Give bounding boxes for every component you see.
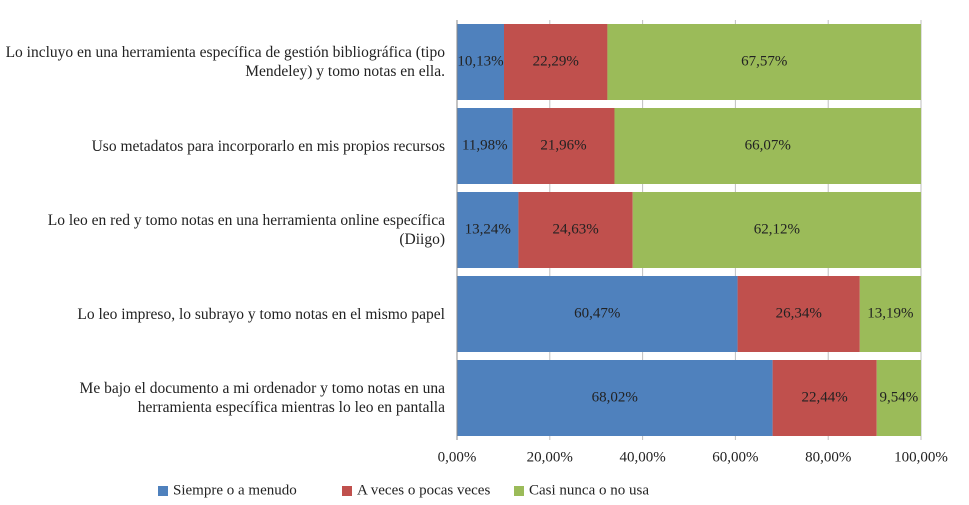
legend-label: Casi nunca o no usa [529, 482, 649, 498]
x-tick-label: 80,00% [805, 449, 851, 465]
bar-segment [607, 24, 921, 100]
data-label: 22,44% [802, 389, 848, 405]
category-text: Lo leo en red y tomo notas en una herram… [47, 212, 445, 248]
category-text: Uso metadatos para incorporarlo en mis p… [91, 137, 445, 155]
bar-segment [457, 360, 773, 436]
x-tick-label: 100,00% [894, 449, 948, 465]
category-text: Me bajo el documento a mi ordenador y to… [79, 380, 445, 416]
x-tick-label: 60,00% [712, 449, 758, 465]
data-label: 11,98% [462, 137, 508, 153]
data-label: 60,47% [574, 305, 620, 321]
data-label: 22,29% [533, 53, 579, 69]
x-tick-label: 40,00% [619, 449, 665, 465]
bar-segment [457, 108, 513, 184]
category-label: Lo leo impreso, lo subrayo y tomo notas … [0, 272, 445, 356]
x-tick-label: 20,00% [527, 449, 573, 465]
bar-segment [512, 108, 615, 184]
bar-segment [737, 276, 860, 352]
legend-label: Siempre o a menudo [173, 482, 297, 498]
data-label: 66,07% [745, 137, 791, 153]
legend-swatch [158, 486, 168, 496]
category-text: Lo leo impreso, lo subrayo y tomo notas … [77, 305, 445, 323]
bar-segment [859, 276, 921, 352]
data-label: 67,57% [741, 53, 787, 69]
data-label: 13,19% [867, 305, 913, 321]
data-label: 9,54% [879, 389, 918, 405]
bar-segment [457, 276, 738, 352]
data-label: 68,02% [592, 389, 638, 405]
data-label: 24,63% [552, 221, 598, 237]
category-label: Me bajo el documento a mi ordenador y to… [0, 356, 445, 440]
category-text: Lo incluyo en una herramienta específica… [5, 44, 445, 80]
bar-segment [457, 24, 505, 100]
data-label: 26,34% [776, 305, 822, 321]
category-label: Uso metadatos para incorporarlo en mis p… [0, 104, 445, 188]
data-label: 62,12% [754, 221, 800, 237]
data-label: 13,24% [465, 221, 511, 237]
bar-segment [772, 360, 877, 436]
bar-segment [632, 192, 921, 268]
bar-segment [457, 192, 519, 268]
x-tick-label: 0,00% [438, 449, 477, 465]
legend-label: A veces o pocas veces [357, 482, 490, 498]
category-label: Lo incluyo en una herramienta específica… [0, 20, 445, 104]
bar-segment [876, 360, 921, 436]
bar-segment [614, 108, 922, 184]
legend-swatch [342, 486, 352, 496]
data-label: 21,96% [540, 137, 586, 153]
bar-segment [504, 24, 608, 100]
data-label: 10,13% [457, 53, 503, 69]
legend-swatch [514, 486, 524, 496]
category-label: Lo leo en red y tomo notas en una herram… [0, 188, 445, 272]
bar-segment [518, 192, 633, 268]
